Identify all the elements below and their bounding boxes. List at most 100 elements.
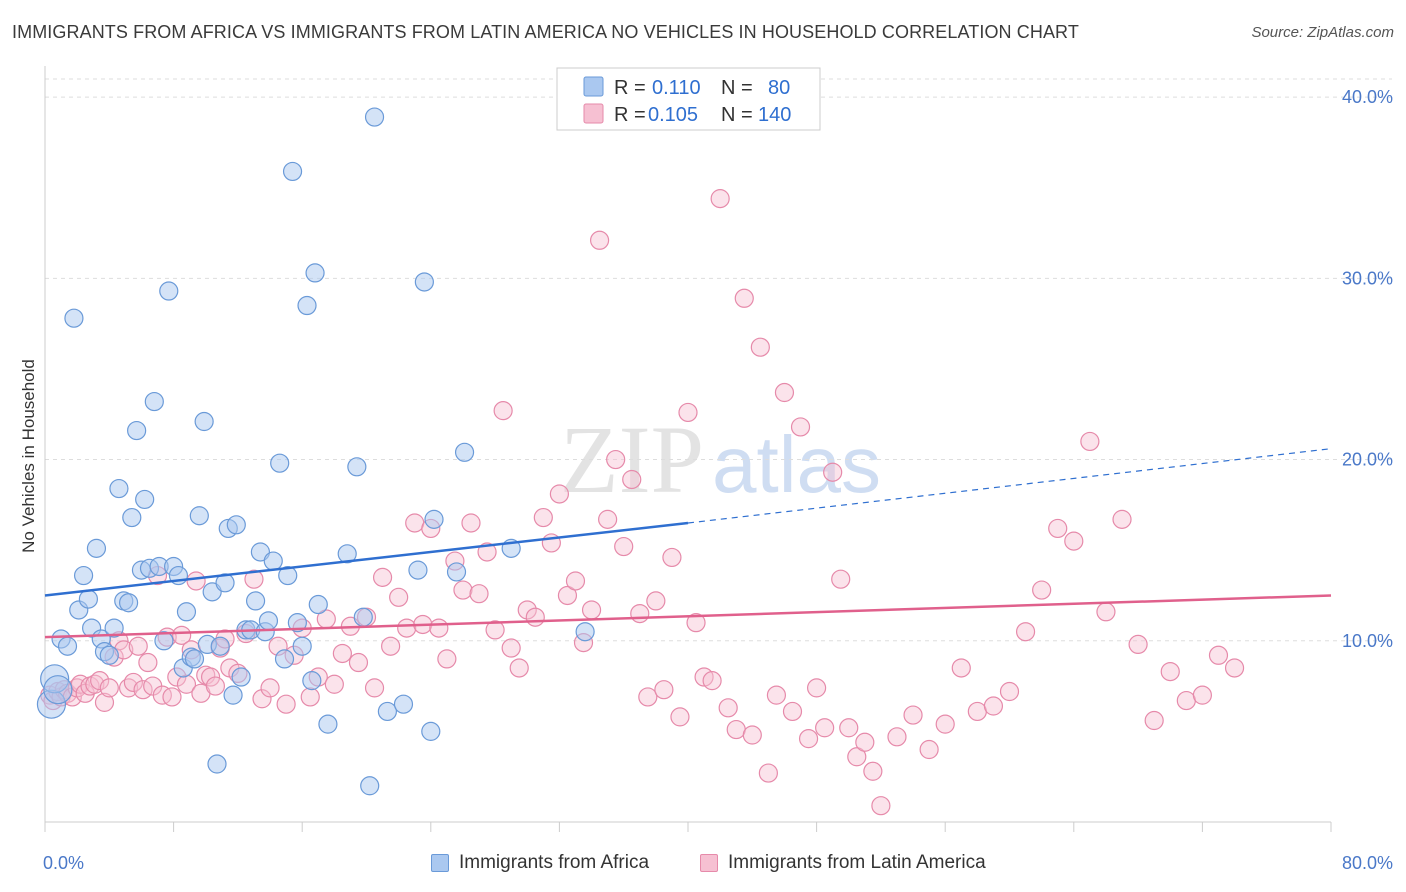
africa-point [364, 107, 385, 127]
latin-point [517, 600, 537, 620]
latin-point [389, 587, 409, 607]
latin-point [138, 652, 158, 673]
latin-point [718, 698, 738, 718]
latin-point [1032, 580, 1052, 600]
africa-point [159, 281, 179, 301]
legend-africa-n-value: 80 [768, 77, 790, 99]
latin-point [525, 607, 545, 627]
africa-point [360, 776, 380, 796]
africa-point [176, 602, 197, 622]
bottom-legend-latin-label: Immigrants from Latin America [728, 852, 986, 873]
latin-point [557, 585, 578, 606]
latin-point [1160, 661, 1180, 682]
x-tick-label: 0.0% [43, 853, 84, 873]
africa-point [287, 613, 307, 633]
latin-point [702, 671, 722, 691]
latin-point [1128, 634, 1148, 655]
latin-point [453, 580, 473, 600]
latin-point [1048, 518, 1068, 539]
africa-point [144, 391, 164, 412]
latin-point [999, 681, 1020, 702]
latin-point [855, 732, 875, 752]
legend-latin-n-label: N = [721, 104, 753, 126]
latin-point [348, 652, 369, 673]
latin-point [364, 678, 385, 698]
legend-latin-r-label: R = [614, 104, 646, 126]
latin-point [750, 337, 770, 357]
africa-point [282, 161, 303, 182]
latin-point [790, 417, 811, 437]
y-tick-label: 10.0% [1342, 631, 1393, 651]
latin-point [710, 189, 730, 209]
latin-point [839, 718, 859, 738]
latin-point [589, 230, 610, 250]
legend-latin-swatch [583, 103, 604, 124]
latin-point [205, 676, 225, 696]
latin-point [372, 567, 393, 587]
africa-point [86, 538, 107, 558]
africa-point [154, 631, 174, 651]
latin-point [276, 694, 296, 714]
africa-point [57, 636, 78, 656]
africa-point [215, 573, 235, 593]
africa-point [245, 591, 266, 611]
africa-point [347, 457, 367, 477]
latin-point [128, 636, 148, 656]
africa-point [73, 565, 94, 586]
latin-point [94, 692, 115, 712]
latin-point [300, 687, 320, 707]
latin-point [774, 382, 795, 403]
latin-point [1224, 658, 1245, 678]
africa-point [99, 645, 119, 665]
africa-point [393, 694, 414, 714]
africa-point [207, 754, 227, 774]
latin-point [630, 603, 650, 624]
africa-point [226, 515, 246, 535]
africa-point [78, 589, 99, 609]
africa-swatch [431, 854, 449, 872]
latin-point [172, 625, 192, 645]
latin-point [606, 449, 626, 470]
africa-point [353, 607, 373, 627]
trend-lines [44, 448, 1332, 639]
latin-point [903, 705, 923, 725]
latin-point [742, 725, 762, 745]
latin-point [461, 513, 481, 533]
chart-title: IMMIGRANTS FROM AFRICA VS IMMIGRANTS FRO… [12, 22, 1079, 42]
latin-point [782, 701, 803, 722]
latin-swatch [700, 854, 718, 872]
latin-point [983, 696, 1004, 716]
latin-point [598, 509, 618, 529]
latin-point [90, 671, 110, 691]
latin-point [429, 618, 449, 638]
africa-point [109, 478, 129, 499]
latin-point [815, 718, 835, 738]
africa-point [118, 593, 139, 613]
africa-point [297, 295, 317, 316]
africa-trend-line [44, 521, 689, 597]
africa-point [337, 544, 357, 564]
africa-point [263, 551, 283, 571]
latin-point [509, 658, 529, 678]
africa-point [122, 507, 142, 528]
latin-point [469, 584, 489, 604]
legend-africa-swatch [583, 76, 604, 97]
latin-point [1015, 622, 1036, 642]
latin-point [654, 680, 674, 700]
latin-point [951, 658, 971, 678]
source-credit: Source: ZipAtlas.com [1251, 24, 1394, 41]
latin-point [662, 547, 682, 568]
africa-point [194, 411, 214, 432]
latin-point [133, 680, 153, 700]
africa-point [274, 649, 295, 669]
legend-africa-n-label: N = [721, 77, 753, 99]
latin-point [798, 729, 819, 749]
latin-trend-line [44, 594, 1332, 639]
latin-point [565, 571, 586, 591]
africa-point [223, 685, 243, 705]
latin-point [324, 674, 344, 694]
latin-point [1208, 645, 1229, 665]
latin-point [152, 685, 172, 705]
latin-point [1112, 509, 1132, 529]
latin-point [967, 701, 987, 722]
